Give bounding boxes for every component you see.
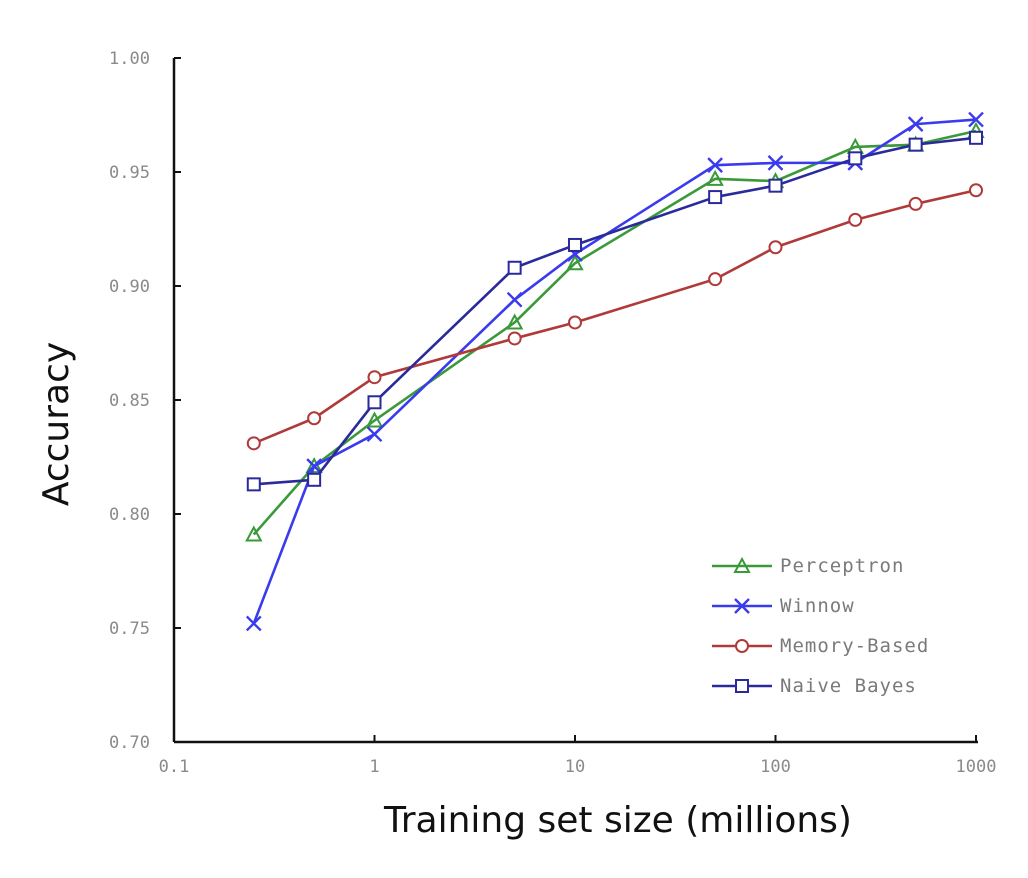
perceptron-point: [566, 254, 584, 271]
x-axis-title: Training set size (millions): [383, 800, 852, 841]
legend-marker-memory-based: [735, 639, 749, 653]
naive-bayes-point: [768, 178, 783, 193]
x-tick-label: 10: [565, 757, 585, 777]
y-tick-label: 0.70: [109, 733, 150, 753]
naive-bayes-point: [848, 151, 863, 166]
legend-item-perceptron: Perceptron: [712, 555, 904, 577]
legend-item-memory-based: Memory-Based: [712, 635, 929, 657]
y-tick-label: 0.80: [109, 505, 150, 525]
winnow-point: [707, 157, 723, 174]
x-tick-label: 100: [760, 757, 791, 777]
legend-marker-perceptron: [733, 556, 751, 573]
perceptron-line: [252, 129, 977, 536]
series-memory-based: [246, 183, 983, 451]
winnow-point: [366, 426, 383, 443]
x-ticks: 0.1 1 10 100 1000: [159, 735, 997, 777]
series-layer: [245, 111, 985, 632]
x-tick-label: 1: [369, 757, 379, 777]
legend-label-winnow: Winnow: [780, 595, 855, 617]
y-tick-label: 0.75: [109, 619, 150, 639]
naive-bayes-point: [367, 395, 382, 410]
memory-based-point: [367, 370, 382, 385]
memory-based-point: [246, 436, 261, 451]
naive-bayes-point: [969, 130, 983, 145]
y-axis-title: Accuracy: [36, 342, 77, 506]
legend-marker-winnow: [734, 598, 750, 614]
memory-based-point: [708, 272, 723, 287]
legend-label-perceptron: Perceptron: [780, 555, 904, 577]
memory-based-line: [253, 188, 977, 445]
memory-based-point: [848, 212, 863, 227]
winnow-point: [907, 116, 924, 132]
legend-label-memory-based: Memory-Based: [780, 635, 929, 657]
naive-bayes-point: [908, 137, 923, 152]
perceptron-point: [505, 313, 524, 330]
legend-item-naive-bayes: Naive Bayes: [712, 675, 917, 697]
y-tick-label: 1.00: [109, 49, 150, 69]
naive-bayes-point: [568, 237, 582, 252]
x-tick-label: 0.1: [159, 757, 190, 777]
x-tick-label: 1000: [956, 757, 997, 777]
legend-label-naive-bayes: Naive Bayes: [780, 675, 917, 697]
winnow-point: [306, 458, 322, 474]
y-tick-label: 0.95: [109, 163, 150, 183]
memory-based-point: [507, 331, 522, 346]
memory-based-point: [908, 196, 923, 211]
perceptron-point: [365, 411, 384, 428]
series-winnow: [245, 111, 984, 632]
winnow-point: [245, 615, 262, 632]
winnow-point: [767, 155, 784, 171]
legend-marker-naive-bayes: [735, 679, 749, 693]
winnow-point: [968, 111, 984, 128]
series-naive-bayes: [246, 130, 983, 492]
naive-bayes-point: [708, 190, 723, 205]
memory-based-point: [768, 240, 783, 255]
series-perceptron: [245, 121, 985, 542]
legend-item-winnow: Winnow: [712, 595, 855, 617]
memory-based-point: [568, 315, 582, 330]
memory-based-point: [969, 183, 983, 198]
winnow-point: [506, 291, 523, 308]
y-tick-label: 0.90: [109, 277, 150, 297]
naive-bayes-point: [307, 472, 322, 487]
legend: Perceptron Winnow Memory-Based Naive Bayes: [712, 555, 929, 697]
perceptron-point: [245, 525, 263, 542]
memory-based-point: [307, 411, 322, 426]
winnow-line: [252, 118, 977, 624]
naive-bayes-point: [246, 477, 261, 492]
naive-bayes-line: [253, 136, 977, 486]
y-tick-label: 0.85: [109, 391, 150, 411]
perceptron-point: [706, 169, 724, 186]
y-ticks: 0.70 0.75 0.80 0.85 0.90 0.95 1.00: [109, 49, 181, 753]
naive-bayes-point: [507, 260, 522, 275]
